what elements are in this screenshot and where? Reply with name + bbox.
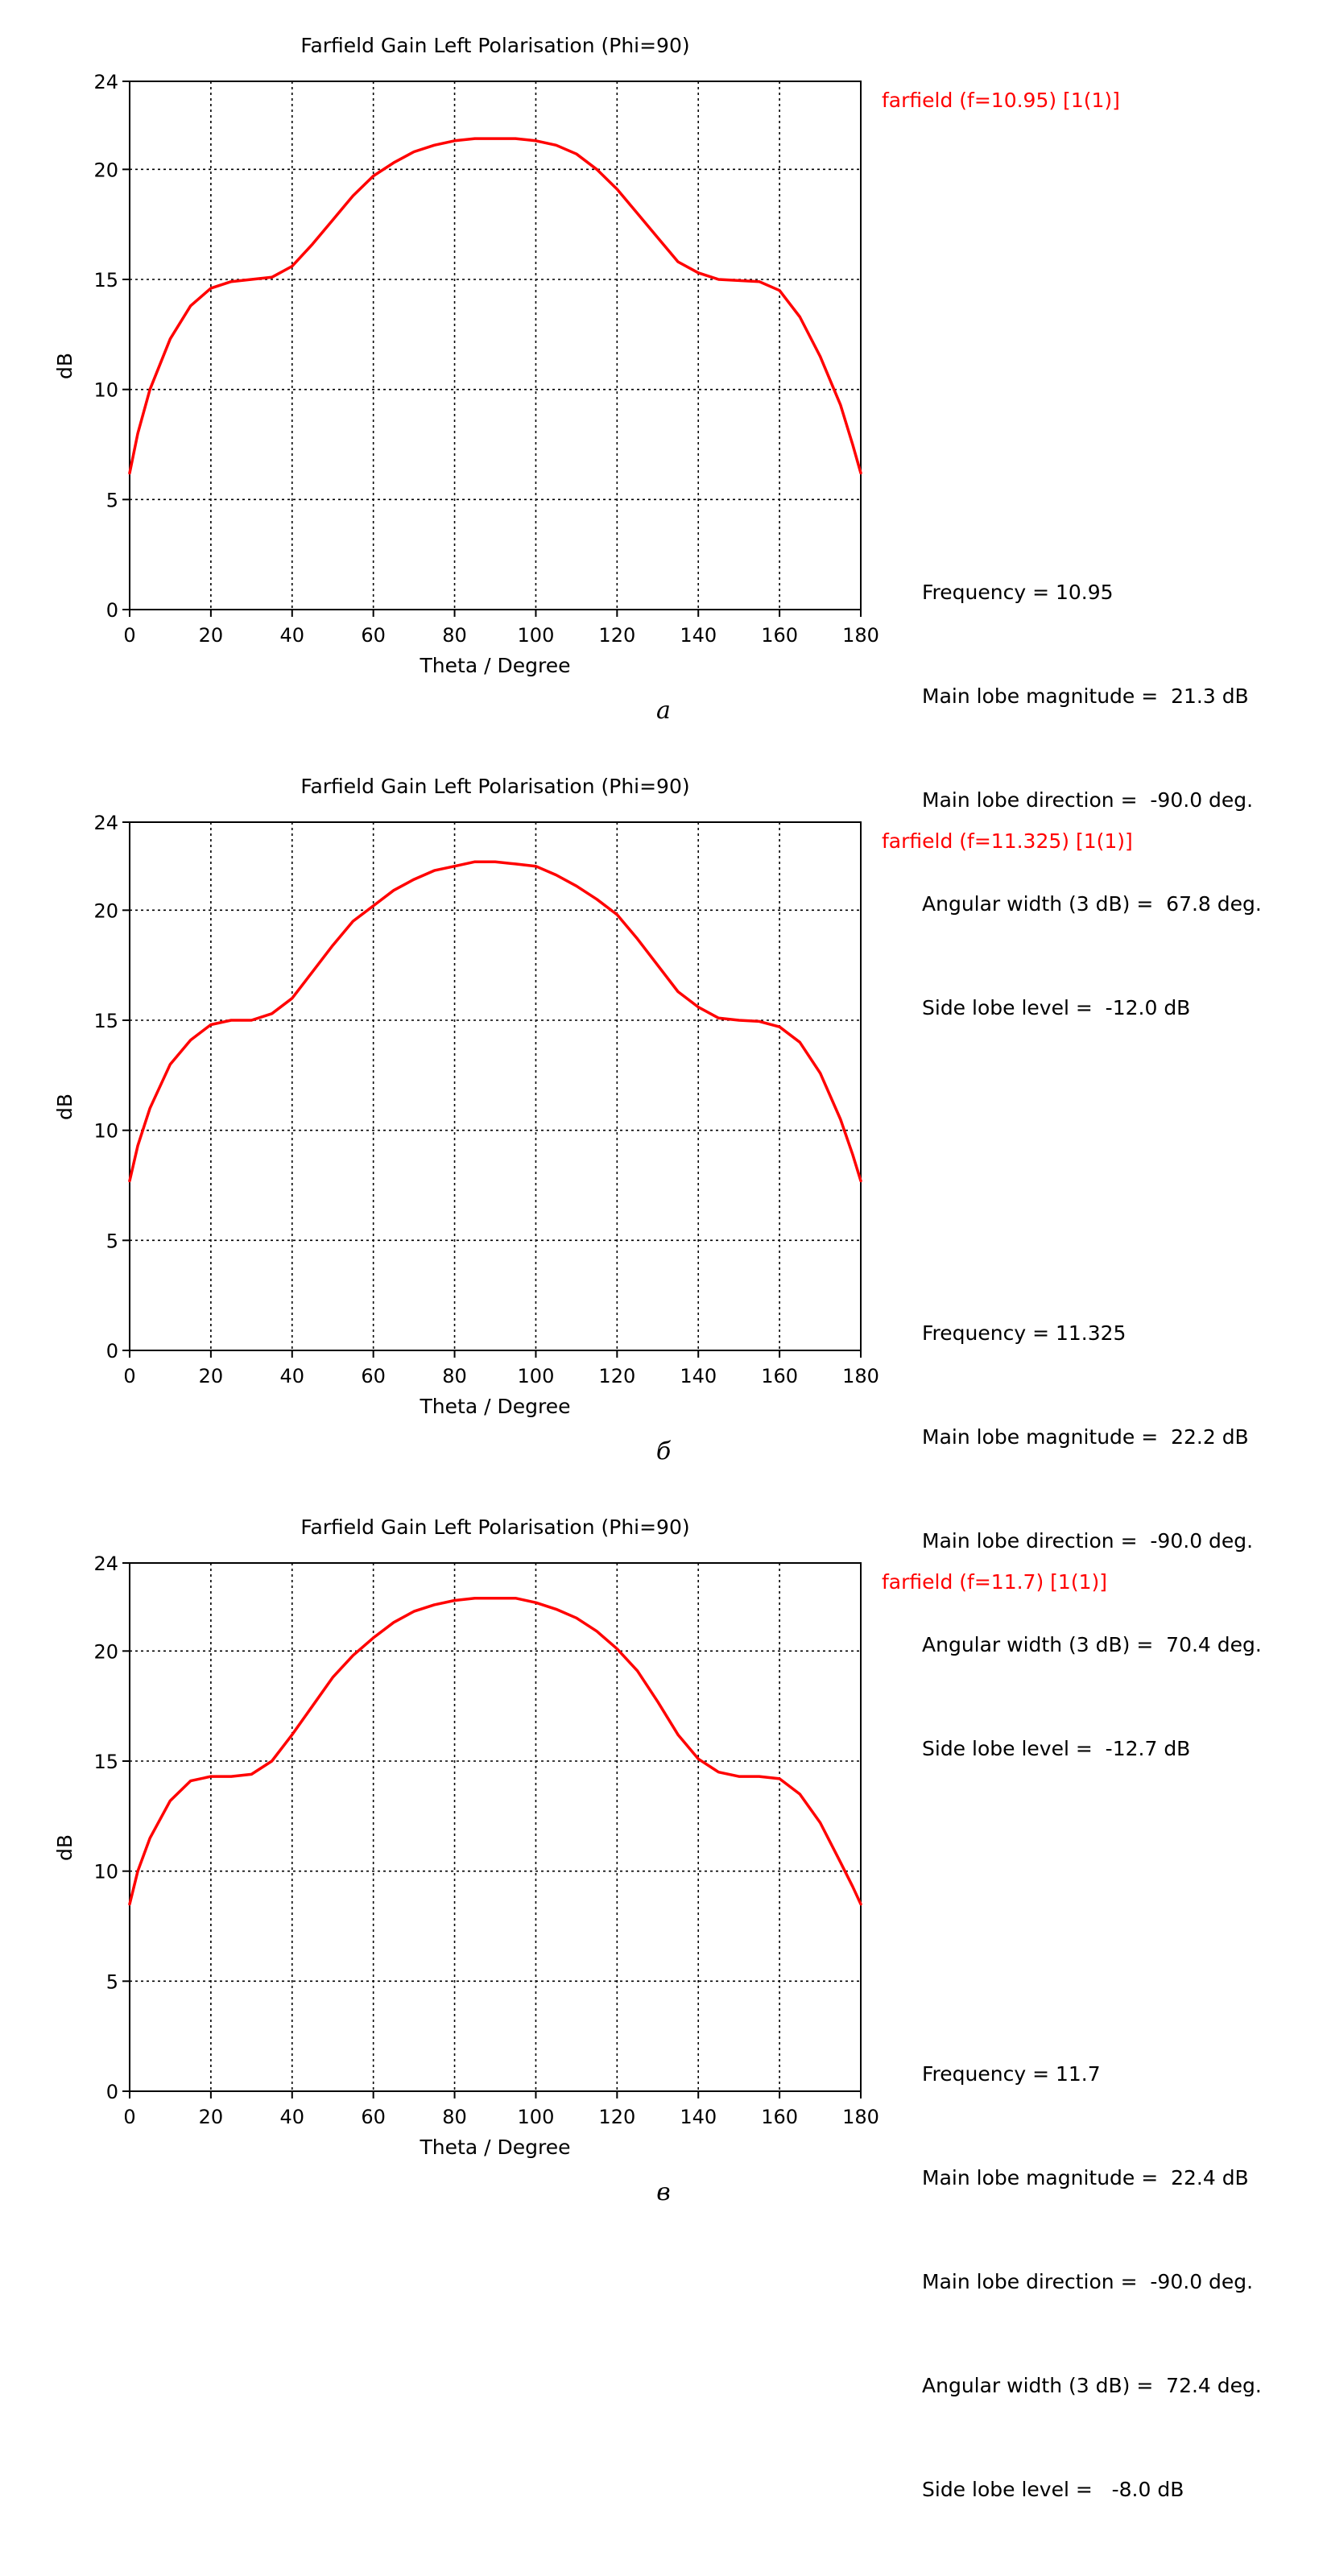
y-tick-label: 10: [93, 1120, 118, 1143]
x-tick-label: 180: [842, 624, 879, 647]
x-tick-label: 40: [280, 1365, 305, 1387]
x-tick-label: 140: [680, 2106, 717, 2128]
x-tick-label: 60: [361, 2106, 386, 2128]
stat-main-lobe-direction: Main lobe direction = -90.0 deg.: [922, 2270, 1254, 2293]
x-tick-label: 100: [518, 624, 555, 647]
stat-angular-width: Angular width (3 dB) = 67.8 deg.: [922, 892, 1262, 916]
stat-main-lobe-direction: Main lobe direction = -90.0 deg.: [922, 1529, 1254, 1553]
y-tick-label: 5: [106, 1970, 118, 1993]
stat-angular-width: Angular width (3 dB) = 70.4 deg.: [922, 1633, 1262, 1656]
x-tick-label: 20: [199, 1365, 224, 1387]
y-axis-label: dB: [53, 1834, 77, 1862]
x-tick-label: 60: [361, 624, 386, 647]
x-tick-label: 80: [442, 1365, 467, 1387]
x-tick-label: 160: [761, 624, 798, 647]
chart-panel-b: 0 20 40 60 80 100 120 140 160 180 0 5 10 15 20 24 Farfi…: [0, 741, 1327, 1760]
stat-frequency: Frequency = 10.95: [922, 581, 1114, 604]
x-tick-label: 80: [442, 624, 467, 647]
plot-frame: [129, 81, 862, 610]
stats-block: Frequency = 11.7 Main lobe magnitude = 2…: [922, 1987, 1262, 2576]
y-tick-label: 0: [106, 2081, 118, 2103]
y-tick-label: 24: [93, 71, 118, 93]
x-tick-label: 0: [123, 624, 135, 647]
figure-caption: a: [656, 697, 671, 725]
stat-frequency: Frequency = 11.325: [922, 1321, 1127, 1345]
plot-svg: 0 20 40 60 80 100 120 140 160 180 0 5 10 15 20 24: [93, 71, 879, 647]
x-tick-label: 180: [842, 2106, 879, 2128]
chart-panel-c: 0 20 40 60 80 100 120 140 160 180 0 5 10 15 20 24 Farfi…: [0, 1482, 1327, 2501]
x-tick-label: 80: [442, 2106, 467, 2128]
x-tick-label: 40: [280, 2106, 305, 2128]
y-tick-label: 15: [93, 269, 118, 292]
plot-frame: [129, 1562, 862, 2092]
plot-svg: 0 20 40 60 80 100 120 140 160 180 0 5 10 15 20 24: [93, 1553, 879, 2128]
figure-caption: в: [656, 2178, 671, 2206]
x-tick-label: 0: [123, 2106, 135, 2128]
x-tick-label: 160: [761, 1365, 798, 1387]
x-tick-label: 160: [761, 2106, 798, 2128]
x-tick-label: 120: [598, 2106, 635, 2128]
plot-frame: [129, 821, 862, 1351]
x-tick-label: 20: [199, 2106, 224, 2128]
series-line: [128, 860, 862, 1183]
x-tick-label: 60: [361, 1365, 386, 1387]
y-tick-label: 10: [93, 1861, 118, 1883]
x-tick-label: 100: [518, 1365, 555, 1387]
y-tick-label: 0: [106, 1340, 118, 1362]
stat-main-lobe-magnitude: Main lobe magnitude = 22.4 dB: [922, 2166, 1249, 2189]
y-tick-label: 24: [93, 1553, 118, 1575]
x-tick-label: 140: [680, 1365, 717, 1387]
y-axis-label: dB: [53, 1093, 77, 1121]
chart-title: Farfield Gain Left Polarisation (Phi=90): [300, 775, 690, 798]
stat-angular-width: Angular width (3 dB) = 72.4 deg.: [922, 2374, 1262, 2397]
legend-entry: farfield (f=11.7) [1(1)]: [882, 1570, 1107, 1594]
stats-block: Frequency = 11.325 Main lobe magnitude =…: [922, 1247, 1262, 1835]
chart-panel-a: 0 20 40 60 80 100 120 140 160 180 0 5 10 15 20 24 Farfi…: [0, 0, 1327, 1019]
stat-side-lobe-level: Side lobe level = -12.7 dB: [922, 1737, 1191, 1760]
y-tick-label: 0: [106, 599, 118, 622]
x-tick-label: 140: [680, 624, 717, 647]
series-line: [128, 1596, 862, 1906]
legend-entry: farfield (f=10.95) [1(1)]: [882, 89, 1120, 112]
y-tick-label: 20: [93, 159, 118, 181]
y-tick-label: 10: [93, 379, 118, 402]
y-axis-label: dB: [53, 352, 77, 380]
y-tick-label: 5: [106, 1230, 118, 1252]
y-tick-label: 15: [93, 1010, 118, 1032]
y-tick-label: 5: [106, 489, 118, 511]
y-tick-label: 20: [93, 1640, 118, 1663]
x-tick-label: 180: [842, 1365, 879, 1387]
chart-title: Farfield Gain Left Polarisation (Phi=90): [300, 1515, 690, 1539]
legend-entry: farfield (f=11.325) [1(1)]: [882, 829, 1133, 853]
chart-title: Farfield Gain Left Polarisation (Phi=90): [300, 34, 690, 57]
x-tick-label: 20: [199, 624, 224, 647]
x-tick-label: 40: [280, 624, 305, 647]
y-tick-label: 15: [93, 1751, 118, 1773]
stat-side-lobe-level: Side lobe level = -12.0 dB: [922, 996, 1191, 1019]
stat-side-lobe-level: Side lobe level = -8.0 dB: [922, 2478, 1184, 2501]
x-axis-label: Theta / Degree: [420, 1395, 571, 1418]
figure-caption: б: [655, 1437, 672, 1466]
series-line: [128, 137, 862, 475]
stat-main-lobe-direction: Main lobe direction = -90.0 deg.: [922, 788, 1254, 812]
x-tick-label: 0: [123, 1365, 135, 1387]
x-tick-label: 120: [598, 624, 635, 647]
x-axis-label: Theta / Degree: [420, 2136, 571, 2159]
plot-svg: 0 20 40 60 80 100 120 140 160 180 0 5 10 15 20 24: [93, 812, 879, 1387]
stat-main-lobe-magnitude: Main lobe magnitude = 21.3 dB: [922, 684, 1249, 708]
stat-frequency: Frequency = 11.7: [922, 2062, 1101, 2086]
x-tick-label: 100: [518, 2106, 555, 2128]
stats-block: Frequency = 10.95 Main lobe magnitude = …: [922, 506, 1262, 1094]
x-axis-label: Theta / Degree: [420, 654, 571, 677]
x-tick-label: 120: [598, 1365, 635, 1387]
y-tick-label: 24: [93, 812, 118, 834]
y-tick-label: 20: [93, 899, 118, 922]
stat-main-lobe-magnitude: Main lobe magnitude = 22.2 dB: [922, 1425, 1249, 1449]
